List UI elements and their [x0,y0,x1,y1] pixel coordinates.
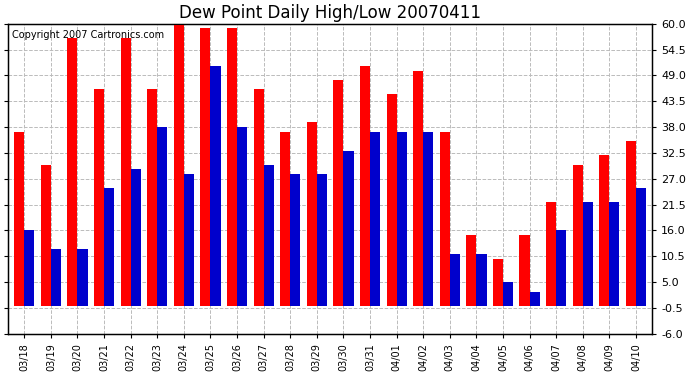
Bar [77,249,88,306]
Bar [200,28,210,306]
Bar [41,165,51,306]
Bar [556,231,566,306]
Bar [466,235,476,306]
Bar [184,174,194,306]
Bar [423,132,433,306]
Bar [121,38,130,306]
Bar [344,151,353,306]
Bar [14,132,24,306]
Bar [626,141,636,306]
Bar [307,122,317,306]
Bar [94,90,104,306]
Bar [157,127,168,306]
Bar [290,174,300,306]
Bar [237,127,247,306]
Bar [636,188,646,306]
Bar [520,235,530,306]
Bar [280,132,290,306]
Bar [530,291,540,306]
Bar [583,202,593,306]
Bar [68,38,77,306]
Bar [609,202,620,306]
Bar [370,132,380,306]
Bar [503,282,513,306]
Title: Dew Point Daily High/Low 20070411: Dew Point Daily High/Low 20070411 [179,4,481,22]
Bar [264,165,274,306]
Bar [413,71,423,306]
Bar [210,66,221,306]
Bar [440,132,450,306]
Bar [130,170,141,306]
Bar [253,90,264,306]
Bar [317,174,327,306]
Bar [24,231,34,306]
Bar [227,28,237,306]
Bar [104,188,114,306]
Bar [386,94,397,306]
Bar [493,259,503,306]
Bar [174,24,184,306]
Bar [450,254,460,306]
Bar [573,165,583,306]
Text: Copyright 2007 Cartronics.com: Copyright 2007 Cartronics.com [12,30,164,40]
Bar [476,254,486,306]
Bar [546,202,556,306]
Bar [360,66,370,306]
Bar [147,90,157,306]
Bar [600,155,609,306]
Bar [51,249,61,306]
Bar [333,80,344,306]
Bar [397,132,406,306]
